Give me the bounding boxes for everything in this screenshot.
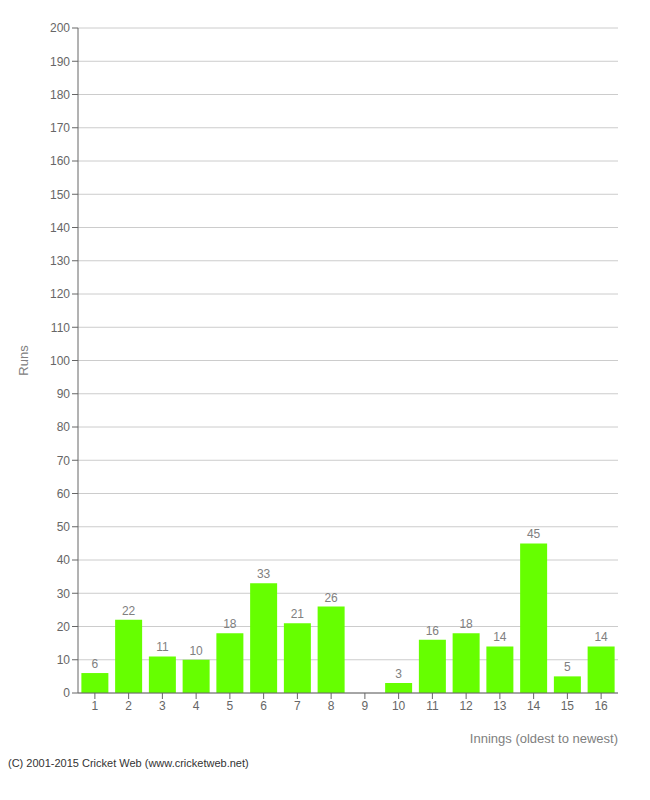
svg-text:20: 20 bbox=[57, 620, 71, 634]
svg-text:13: 13 bbox=[493, 699, 507, 713]
svg-text:22: 22 bbox=[122, 604, 136, 618]
svg-text:Runs: Runs bbox=[16, 345, 31, 376]
svg-text:0: 0 bbox=[63, 686, 70, 700]
svg-text:14: 14 bbox=[594, 630, 608, 644]
svg-text:40: 40 bbox=[57, 553, 71, 567]
svg-text:21: 21 bbox=[291, 607, 305, 621]
svg-text:30: 30 bbox=[57, 587, 71, 601]
svg-text:120: 120 bbox=[50, 287, 70, 301]
svg-text:2: 2 bbox=[125, 699, 132, 713]
svg-text:9: 9 bbox=[362, 699, 369, 713]
svg-text:12: 12 bbox=[459, 699, 473, 713]
svg-text:Innings (oldest to newest): Innings (oldest to newest) bbox=[470, 731, 618, 746]
svg-text:90: 90 bbox=[57, 387, 71, 401]
svg-text:170: 170 bbox=[50, 121, 70, 135]
svg-text:10: 10 bbox=[392, 699, 406, 713]
svg-text:60: 60 bbox=[57, 487, 71, 501]
svg-text:45: 45 bbox=[527, 527, 541, 541]
svg-text:26: 26 bbox=[324, 591, 338, 605]
svg-text:100: 100 bbox=[50, 354, 70, 368]
svg-text:140: 140 bbox=[50, 221, 70, 235]
svg-text:130: 130 bbox=[50, 254, 70, 268]
svg-text:5: 5 bbox=[564, 660, 571, 674]
svg-text:180: 180 bbox=[50, 88, 70, 102]
svg-text:5: 5 bbox=[227, 699, 234, 713]
svg-text:18: 18 bbox=[459, 617, 473, 631]
svg-text:11: 11 bbox=[156, 640, 169, 654]
svg-text:16: 16 bbox=[426, 624, 440, 638]
svg-text:70: 70 bbox=[57, 454, 71, 468]
svg-text:14: 14 bbox=[493, 630, 507, 644]
svg-text:4: 4 bbox=[193, 699, 200, 713]
svg-text:150: 150 bbox=[50, 188, 70, 202]
svg-text:3: 3 bbox=[159, 699, 166, 713]
svg-text:3: 3 bbox=[395, 667, 402, 681]
svg-text:80: 80 bbox=[57, 420, 71, 434]
svg-text:14: 14 bbox=[527, 699, 541, 713]
svg-text:7: 7 bbox=[294, 699, 301, 713]
svg-text:1: 1 bbox=[92, 699, 99, 713]
svg-text:10: 10 bbox=[189, 644, 203, 658]
html-text:(C) 2001-2015 Cricket Web (www: (C) 2001-2015 Cricket Web (www.cricketwe… bbox=[8, 757, 249, 769]
svg-text:200: 200 bbox=[50, 21, 70, 35]
svg-text:160: 160 bbox=[50, 154, 70, 168]
svg-text:16: 16 bbox=[594, 699, 608, 713]
svg-text:8: 8 bbox=[328, 699, 335, 713]
svg-text:33: 33 bbox=[257, 567, 271, 581]
svg-text:6: 6 bbox=[260, 699, 267, 713]
svg-text:6: 6 bbox=[92, 657, 99, 671]
svg-text:15: 15 bbox=[561, 699, 575, 713]
svg-text:18: 18 bbox=[223, 617, 237, 631]
svg-text:190: 190 bbox=[50, 55, 70, 69]
svg-text:11: 11 bbox=[426, 699, 439, 713]
svg-text:50: 50 bbox=[57, 520, 71, 534]
svg-text:10: 10 bbox=[57, 653, 71, 667]
svg-text:110: 110 bbox=[51, 321, 70, 335]
